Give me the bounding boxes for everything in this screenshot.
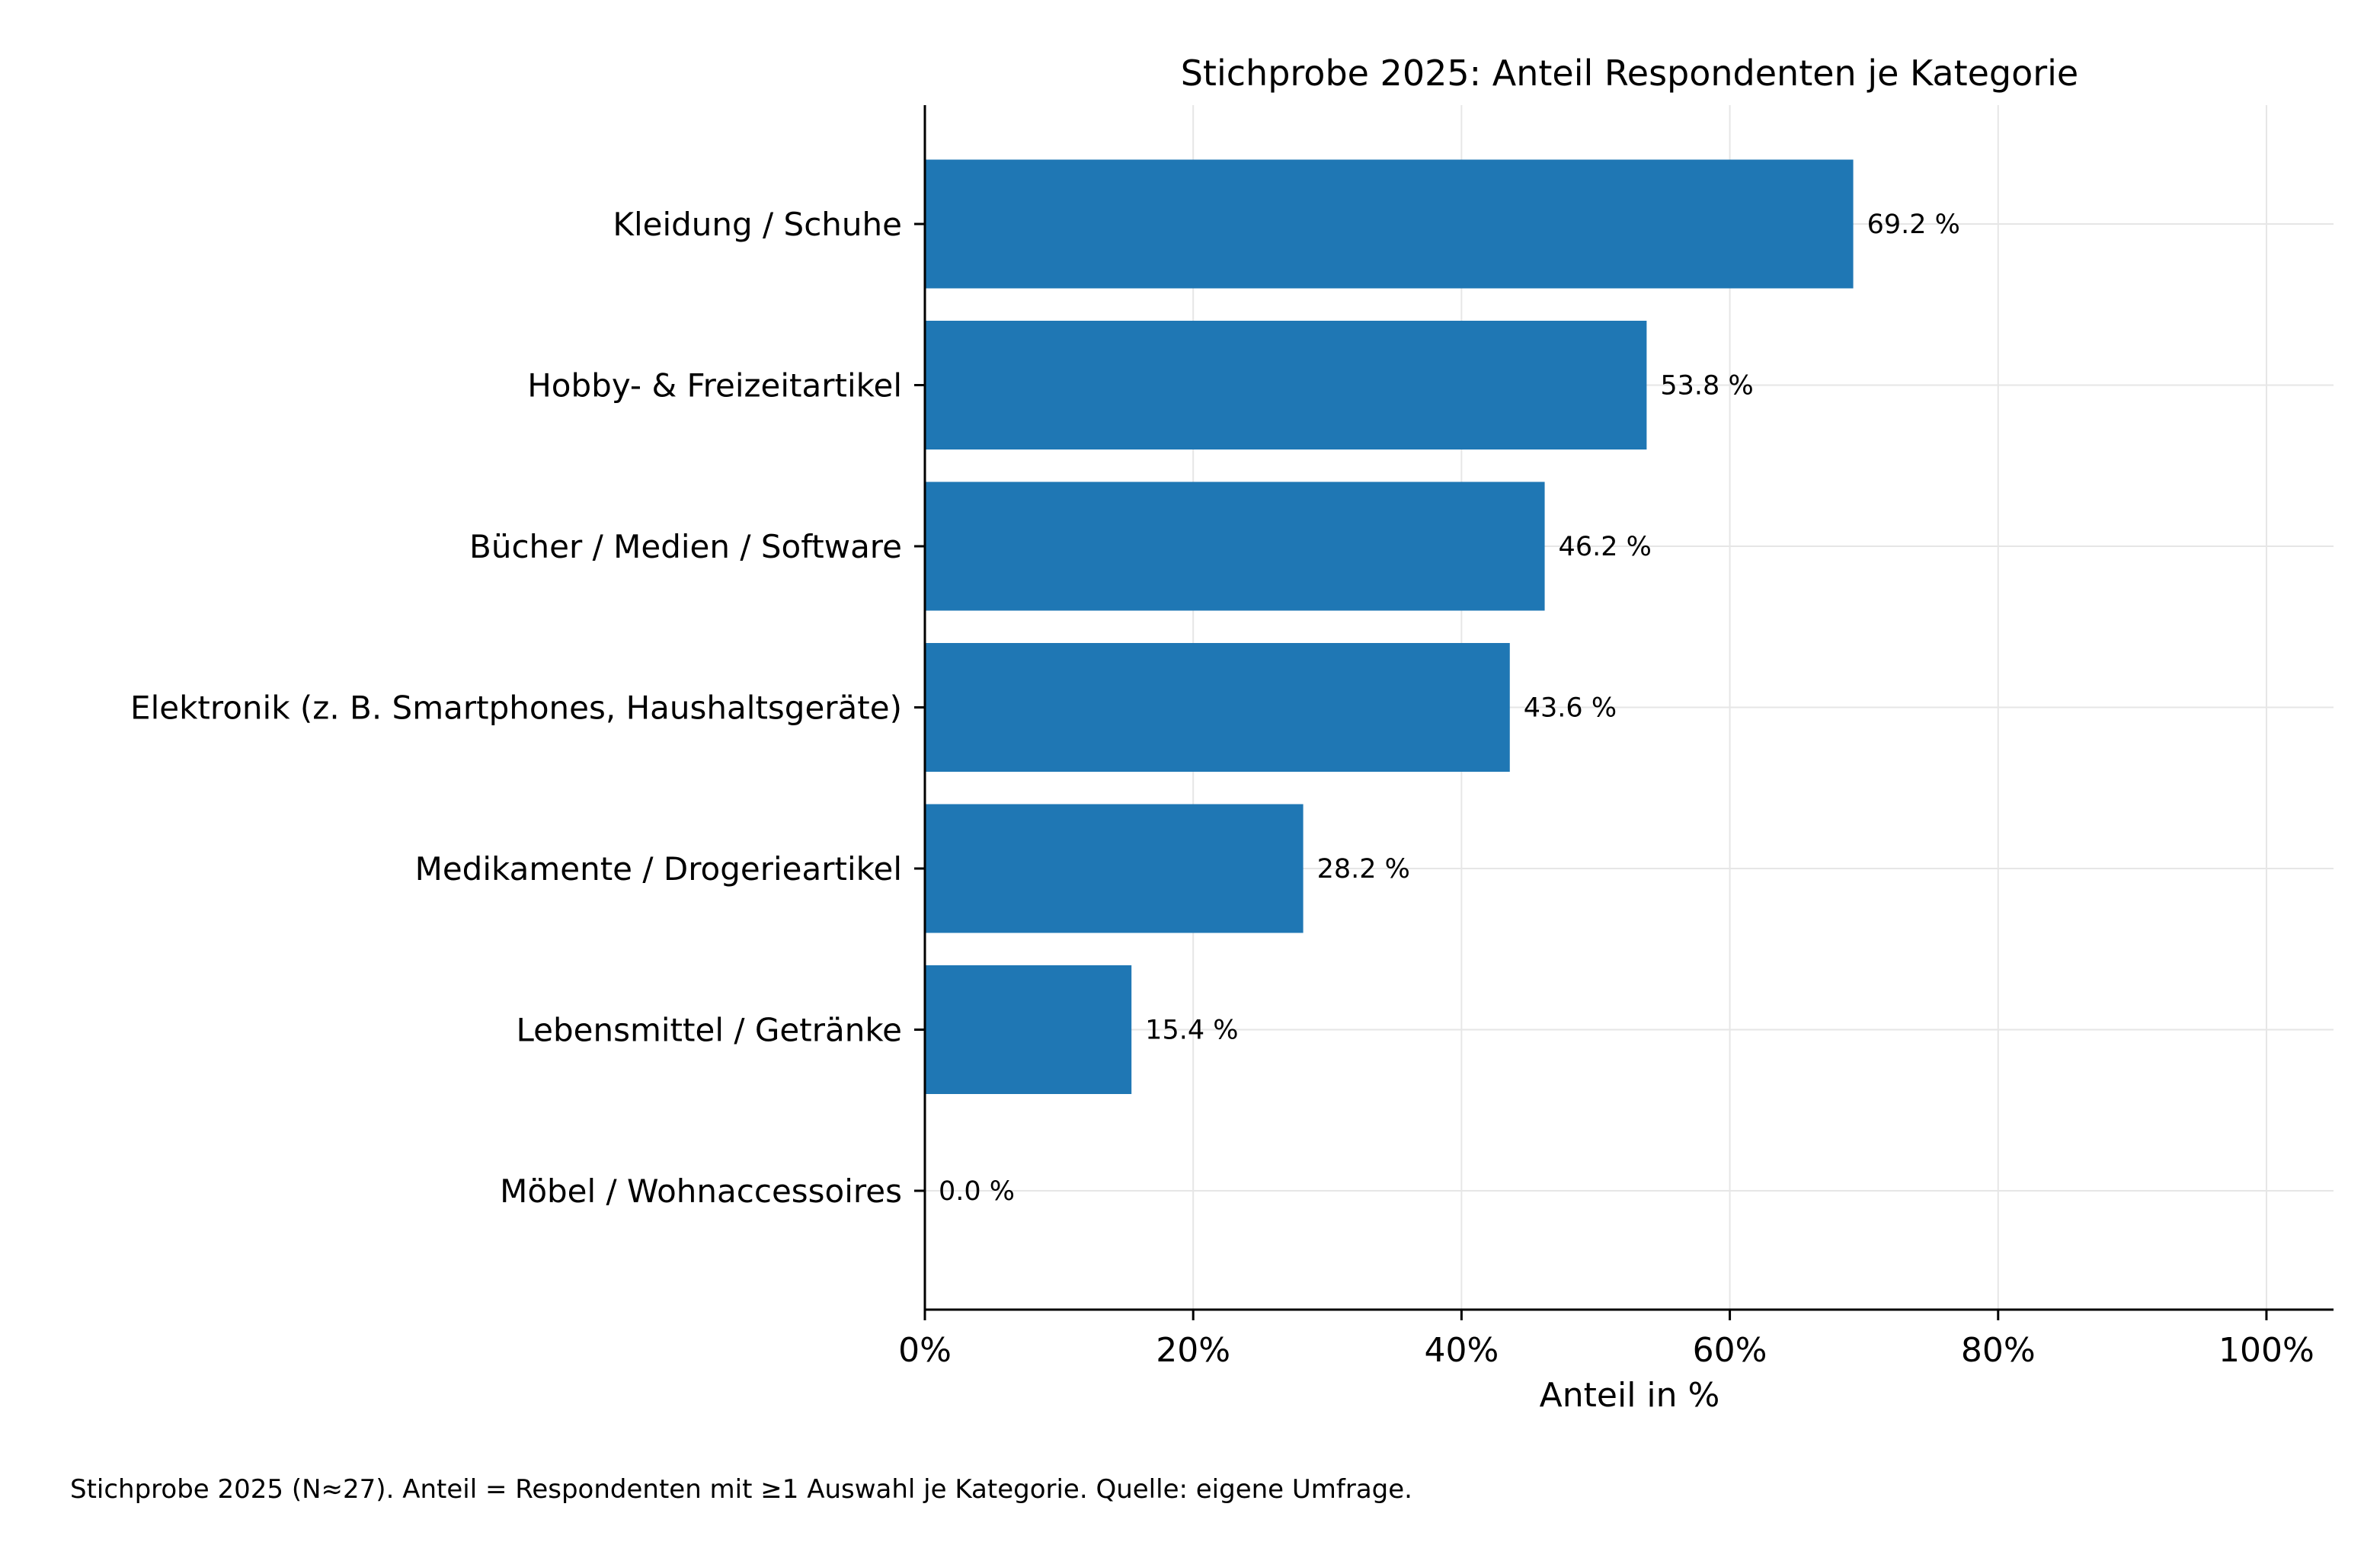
bar-data-label: 15.4 % [1145, 1016, 1238, 1046]
x-tick-label: 20% [1156, 1331, 1230, 1370]
bar-data-label: 28.2 % [1317, 854, 1410, 885]
x-axis-label: Anteil in % [1540, 1376, 1720, 1415]
category-labels: Kleidung / Schuhe Hobby- & Freizeitartike… [130, 206, 925, 1210]
bar [925, 481, 1545, 611]
chart-title: Stichprobe 2025: Anteil Respondenten je … [1181, 53, 2079, 94]
x-ticks: 0% 20% 40% 60% 80% 100% [898, 1310, 2314, 1370]
x-tick-label: 60% [1693, 1331, 1767, 1370]
bar-data-label: 43.6 % [1524, 693, 1617, 724]
bar-data-label: 46.2 % [1559, 532, 1652, 562]
category-label: Kleidung / Schuhe [613, 206, 902, 243]
data-labels: 69.2 % 53.8 % 46.2 % 43.6 % 28.2 % 15.4 % 0.0 … [939, 210, 1960, 1207]
bar [925, 159, 1854, 289]
category-label: Lebensmittel / Getränke [516, 1012, 902, 1049]
bar [925, 643, 1510, 772]
category-label: Hobby- & Freizeitartikel [527, 367, 902, 405]
bar-data-label: 0.0 % [939, 1176, 1015, 1207]
x-tick-label: 80% [1961, 1331, 2036, 1370]
x-tick-label: 40% [1424, 1331, 1499, 1370]
bar-data-label: 53.8 % [1660, 371, 1753, 401]
bar [925, 804, 1304, 933]
bars [925, 159, 1854, 1094]
category-label: Elektronik (z. B. Smartphones, Haushalts… [130, 689, 902, 727]
category-label: Möbel / Wohnaccessoires [500, 1172, 902, 1210]
category-label: Bücher / Medien / Software [469, 528, 902, 565]
bar [925, 965, 1132, 1094]
chart-footnote: Stichprobe 2025 (N≈27). Anteil = Respond… [70, 1474, 1412, 1505]
bar [925, 321, 1647, 449]
category-label: Medikamente / Drogerieartikel [415, 850, 902, 888]
x-tick-label: 100% [2218, 1331, 2314, 1370]
bar-data-label: 69.2 % [1867, 210, 1960, 240]
x-tick-label: 0% [898, 1331, 952, 1370]
